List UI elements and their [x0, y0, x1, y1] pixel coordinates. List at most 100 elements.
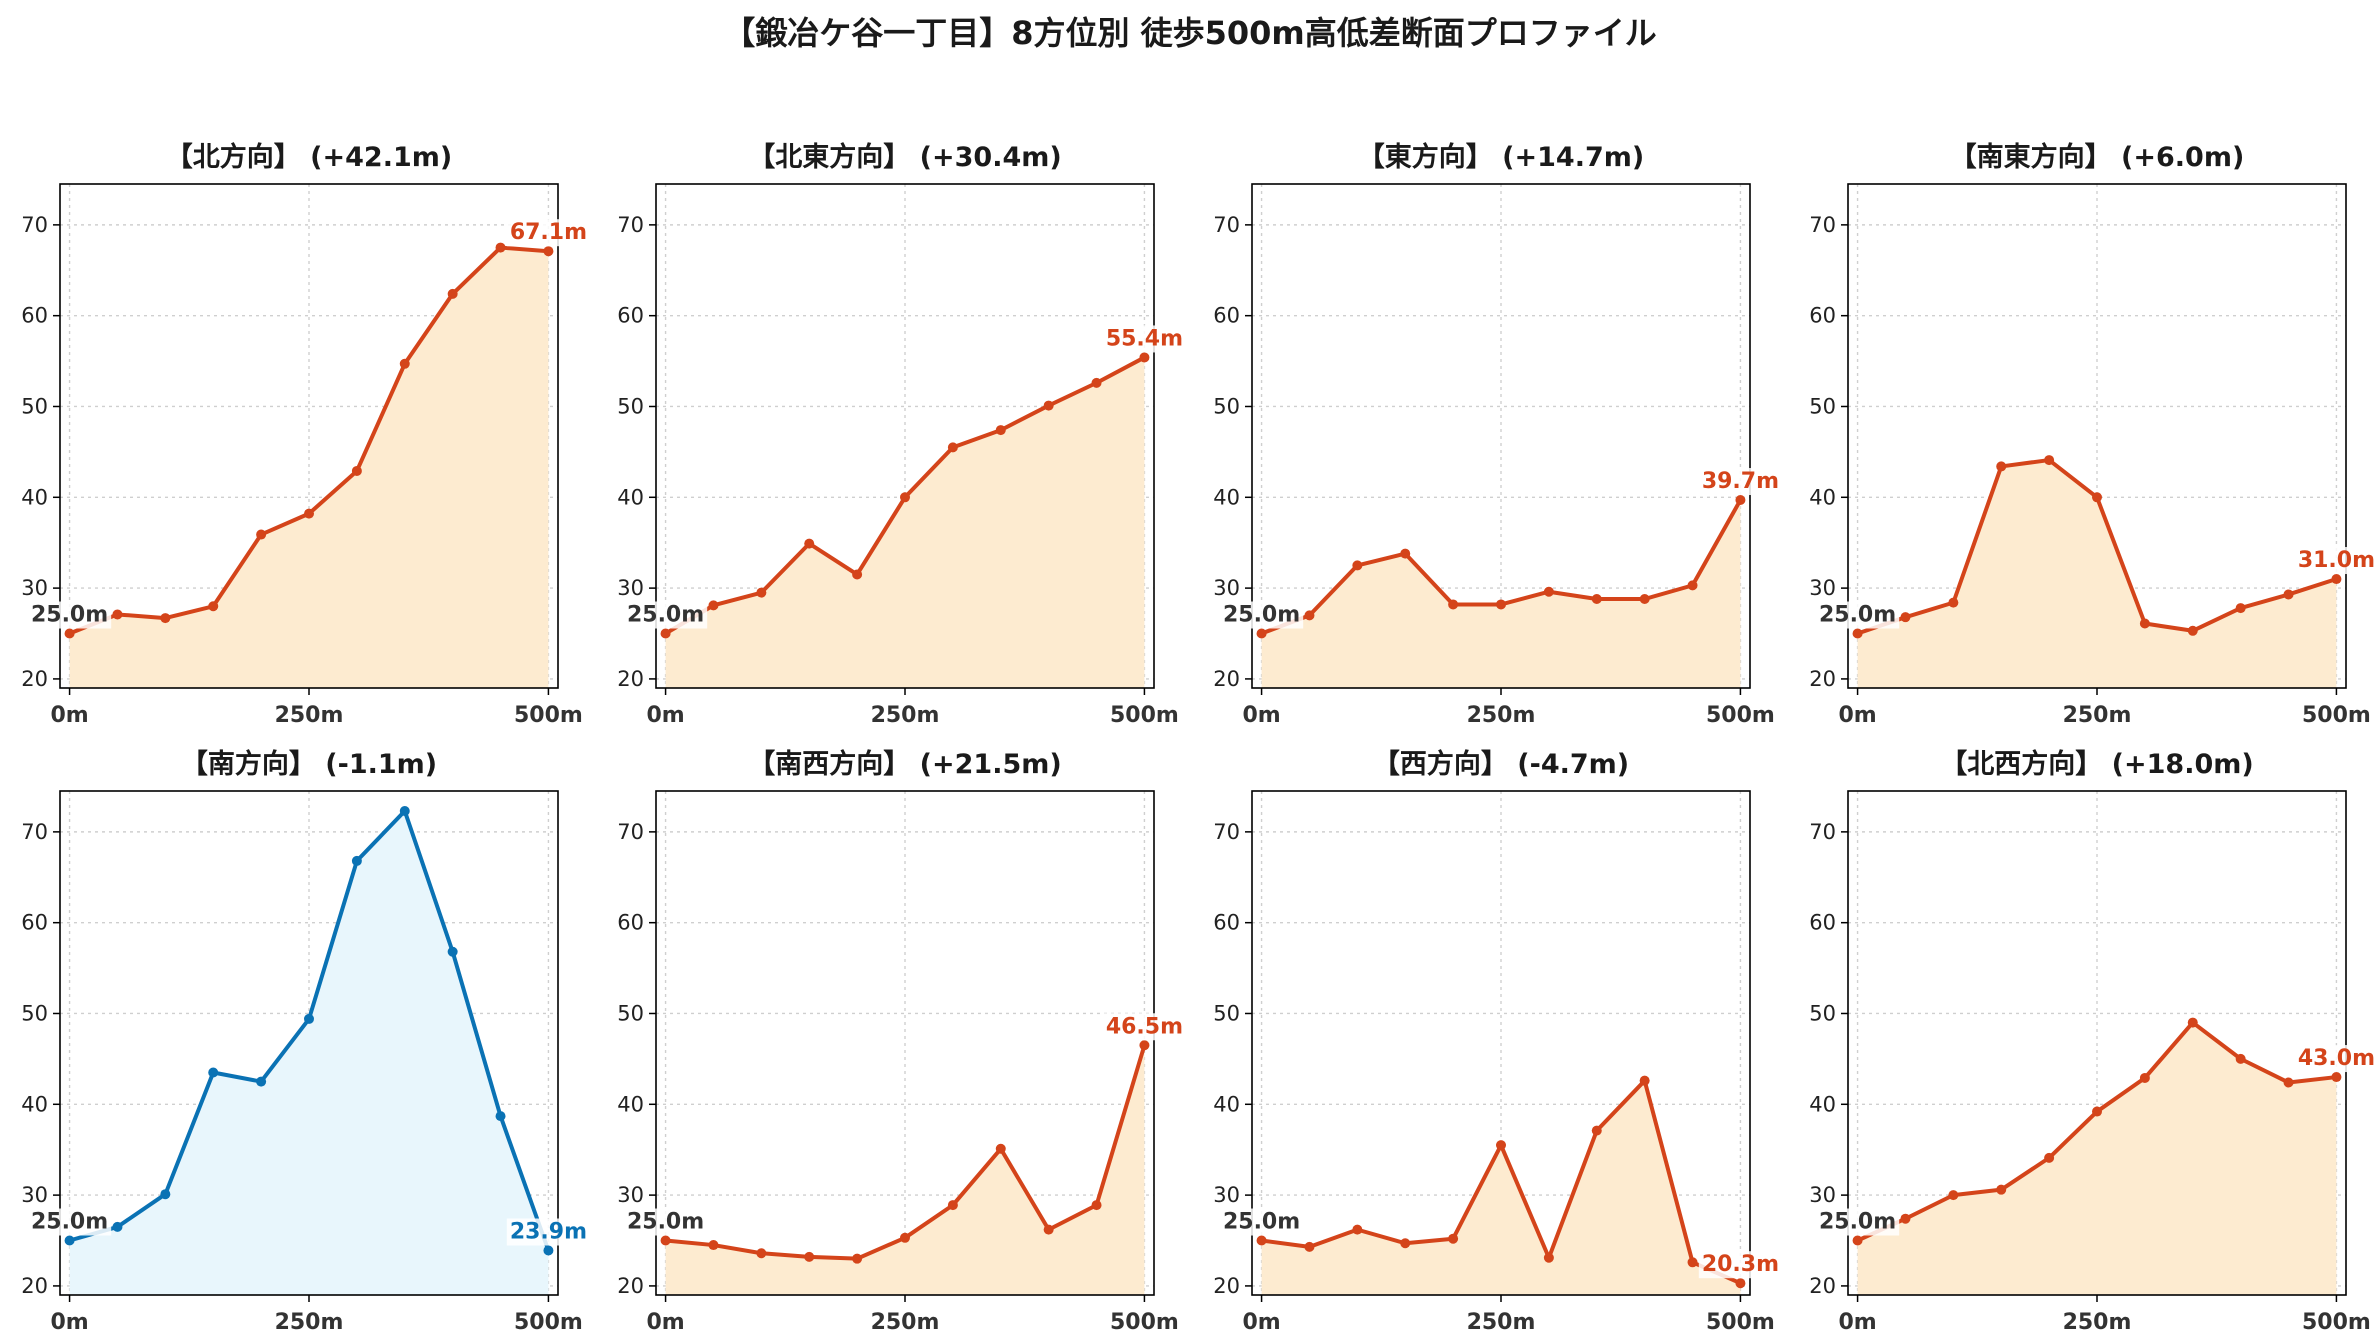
- y-tick-label: 20: [617, 667, 644, 691]
- x-tick-label: 0m: [1838, 703, 1876, 728]
- y-tick-label: 30: [617, 576, 644, 600]
- area-fill: [69, 810, 549, 1295]
- data-point: [2283, 1077, 2294, 1088]
- y-tick-label: 70: [1213, 820, 1240, 844]
- panel-title: 【北東方向】 (+30.4m): [748, 141, 1061, 173]
- data-point: [2331, 1072, 2342, 1083]
- start-elevation-label-background: [27, 601, 112, 629]
- y-tick-label: 20: [21, 667, 48, 691]
- end-elevation-label-background: [1698, 468, 1783, 496]
- y-tick-label: 50: [617, 1001, 644, 1025]
- x-tick-label: 250m: [871, 703, 940, 728]
- x-tick-label: 500m: [2302, 703, 2371, 728]
- x-tick-label: 250m: [275, 1310, 344, 1335]
- y-tick-label: 20: [1809, 1274, 1836, 1298]
- y-tick-label: 70: [617, 820, 644, 844]
- data-point: [2139, 1072, 2150, 1083]
- data-point: [1591, 1125, 1602, 1136]
- data-point: [399, 805, 410, 816]
- data-point: [399, 358, 410, 369]
- x-tick-label: 500m: [1706, 703, 1775, 728]
- end-elevation-label: 55.4m: [1106, 326, 1183, 351]
- start-elevation-label-background: [1815, 601, 1900, 629]
- x-tick-label: 0m: [1838, 1310, 1876, 1335]
- end-elevation-label-background: [506, 1218, 591, 1246]
- end-elevation-label-background: [1698, 1251, 1783, 1279]
- data-point: [1543, 1252, 1554, 1263]
- area-fill: [1857, 460, 2337, 688]
- y-tick-label: 30: [21, 1183, 48, 1207]
- data-point: [1735, 495, 1746, 506]
- y-tick-label: 40: [1809, 485, 1836, 509]
- data-point: [660, 1235, 671, 1246]
- area-fill: [69, 247, 549, 688]
- area-fill: [665, 1045, 1145, 1295]
- data-point: [1139, 1040, 1150, 1051]
- start-elevation-label-background: [1219, 1208, 1304, 1236]
- data-point: [2283, 589, 2294, 600]
- profile-panel-6: 【南西方向】 (+21.5m) 20 30 40 50 60 70 0m 250m 500m 25.…: [617, 748, 1187, 1335]
- data-point: [1948, 597, 1959, 608]
- end-elevation-label: 23.9m: [510, 1220, 587, 1245]
- end-elevation-label-background: [506, 219, 591, 247]
- x-tick-label: 500m: [514, 1310, 583, 1335]
- data-point: [1352, 560, 1363, 571]
- data-point: [256, 529, 267, 540]
- data-point: [543, 246, 554, 257]
- data-point: [543, 1245, 554, 1256]
- x-tick-label: 500m: [514, 703, 583, 728]
- data-point: [2187, 1017, 2198, 1028]
- y-tick-label: 40: [1213, 485, 1240, 509]
- data-point: [804, 538, 815, 549]
- end-elevation-label: 39.7m: [1702, 469, 1779, 494]
- y-tick-label: 20: [1809, 667, 1836, 691]
- y-tick-label: 60: [1809, 911, 1836, 935]
- data-point: [1091, 1200, 1102, 1211]
- start-elevation-label: 25.0m: [31, 1210, 108, 1235]
- data-point: [995, 1143, 1006, 1154]
- y-tick-label: 40: [1213, 1092, 1240, 1116]
- x-tick-label: 0m: [50, 703, 88, 728]
- y-tick-label: 60: [21, 304, 48, 328]
- panel-title: 【北方向】 (+42.1m): [166, 141, 452, 173]
- end-elevation-label: 31.0m: [2298, 548, 2375, 573]
- x-tick-label: 500m: [2302, 1310, 2371, 1335]
- data-point: [208, 1067, 219, 1078]
- x-tick-label: 0m: [1242, 703, 1280, 728]
- profile-panel-4: 【南東方向】 (+6.0m) 20 30 40 50 60 70 0m 250m 500m 25.0…: [1809, 141, 2379, 728]
- data-point: [947, 442, 958, 453]
- data-point: [708, 1240, 719, 1251]
- data-point: [2235, 603, 2246, 614]
- y-tick-label: 30: [21, 576, 48, 600]
- start-elevation-label: 25.0m: [1819, 1210, 1896, 1235]
- data-point: [2092, 492, 2102, 503]
- y-tick-label: 60: [1213, 911, 1240, 935]
- data-point: [947, 1200, 958, 1211]
- x-tick-label: 250m: [871, 1310, 940, 1335]
- end-elevation-label: 43.0m: [2298, 1046, 2375, 1071]
- area-fill: [1261, 500, 1741, 688]
- start-elevation-label-background: [27, 1208, 112, 1236]
- data-point: [1043, 1224, 1054, 1235]
- y-tick-label: 40: [617, 1092, 644, 1116]
- data-point: [2187, 625, 2198, 636]
- data-point: [995, 425, 1006, 436]
- x-tick-label: 250m: [1467, 1310, 1536, 1335]
- y-tick-label: 20: [1213, 1274, 1240, 1298]
- data-point: [351, 855, 362, 866]
- data-point: [447, 946, 458, 957]
- data-point: [1543, 586, 1554, 597]
- data-point: [1091, 377, 1102, 388]
- y-tick-label: 60: [617, 304, 644, 328]
- data-point: [1996, 1184, 2007, 1195]
- start-elevation-label: 25.0m: [1819, 603, 1896, 628]
- end-elevation-label-background: [2294, 547, 2379, 575]
- y-tick-label: 20: [1213, 667, 1240, 691]
- profile-panel-2: 【北東方向】 (+30.4m) 20 30 40 50 60 70 0m 250m 500m 25.…: [617, 141, 1187, 728]
- start-elevation-label-background: [1815, 1208, 1900, 1236]
- data-point: [708, 600, 719, 611]
- y-tick-label: 60: [21, 911, 48, 935]
- data-point: [1496, 599, 1506, 610]
- data-point: [1043, 400, 1054, 411]
- data-point: [112, 609, 123, 620]
